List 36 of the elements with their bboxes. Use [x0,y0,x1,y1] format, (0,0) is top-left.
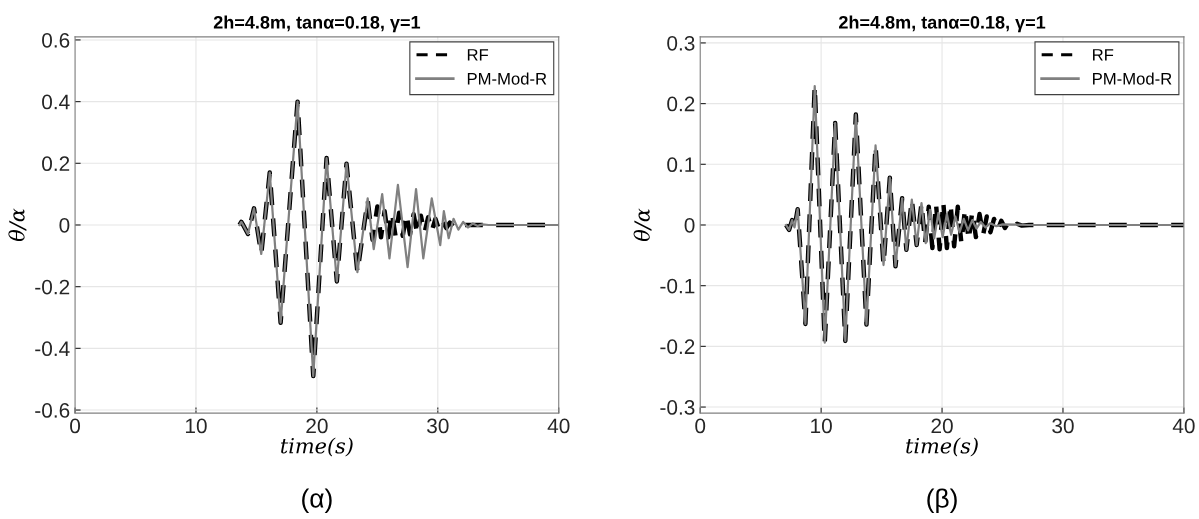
y-tick-label: -0.2 [660,339,695,355]
y-tick-label: 0.4 [42,94,70,110]
x-axis-title: time(s) [281,437,353,457]
y-axis-title: θ/α [633,208,652,242]
y-tick-label: -0.1 [660,278,695,294]
x-tick-label: 20 [931,418,953,434]
legend-label: RF [467,49,489,61]
x-tick-label: 40 [547,418,570,434]
y-tick-label: 0.1 [667,157,695,173]
text: (β) [927,488,957,513]
x-axis-title: time(s) [906,437,978,457]
chart-title: 2h=4.8m, tanα=0.18, γ=1 [839,15,1046,33]
x-tick-label: 0 [70,418,81,434]
legend-label: PM-Mod-R [1093,72,1172,85]
y-axis-title: θ/α [8,208,27,242]
y-tick-label: 0.6 [42,32,70,48]
x-tick-label: 10 [185,418,207,434]
y-tick-label: 0.2 [42,156,70,172]
x-tick-label: 30 [427,418,449,434]
y-tick-label: 0 [684,217,695,233]
x-tick-label: 20 [306,418,328,434]
x-tick-label: 30 [1052,418,1074,434]
legend-label: PM-Mod-R [467,72,547,85]
y-tick-label: 0.2 [667,96,695,112]
y-tick-label: -0.4 [35,341,70,357]
x-tick-label: 0 [695,418,706,434]
chart-title: 2h=4.8m, tanα=0.18, γ=1 [213,15,421,33]
y-tick-label: -0.3 [660,400,695,415]
x-tick-label: 10 [811,418,832,434]
y-tick-label: 0 [59,217,70,233]
y-tick-label: -0.6 [35,403,70,418]
legend-label: RF [1093,49,1114,61]
text: (α) [302,488,332,513]
x-tick-label: 40 [1172,418,1195,434]
y-tick-label: 0.3 [667,35,695,51]
y-tick-label: -0.2 [35,279,70,295]
